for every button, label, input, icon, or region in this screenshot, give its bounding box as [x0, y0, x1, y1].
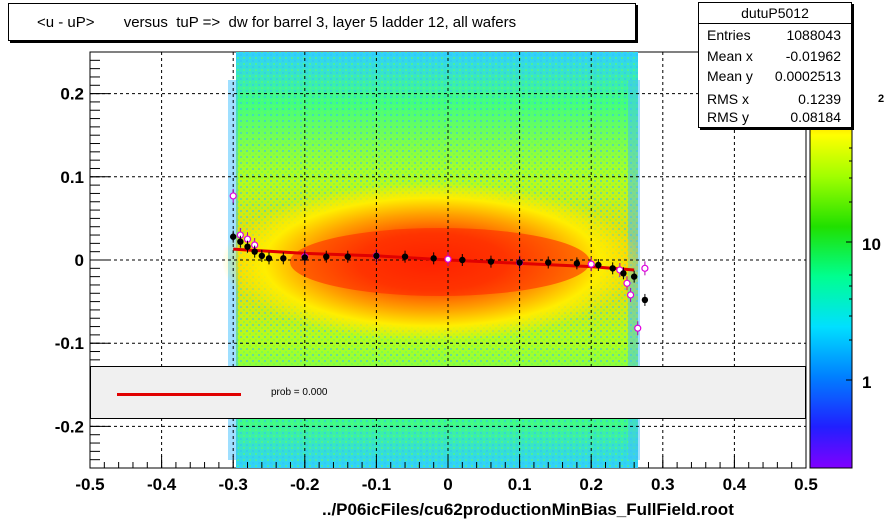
profile-point-black: [487, 258, 495, 265]
profile-point-black: [545, 259, 552, 266]
y-tick-label: 0: [75, 251, 84, 270]
profile-point-black: [630, 273, 638, 280]
profile-point-black: [459, 256, 466, 264]
x-axis: -0.5 -0.4 -0.3 -0.2 -0.1 0 0.1 0.2 0.3 0.4 0.5: [75, 456, 818, 494]
profile-point-black: [373, 252, 380, 260]
y-tick-label: -0.2: [55, 417, 84, 436]
stats-label: Entries: [707, 27, 751, 43]
stats-value: 0.08184: [790, 109, 841, 125]
legend-fit-label: prob = 0.000: [271, 387, 328, 398]
x-tick-label: 0.5: [794, 475, 818, 494]
profile-point-black: [516, 259, 523, 266]
profile-point-black: [573, 260, 581, 267]
profile-point-black: [301, 254, 308, 261]
colorbar-label-1: 1: [862, 373, 871, 392]
stats-box: dutuP5012 Entries 1088043 Mean x -0.0196…: [698, 2, 852, 128]
stats-value: -0.01962: [785, 48, 841, 64]
x-tick-label: -0.2: [290, 475, 319, 494]
x-tick-label: 0.2: [579, 475, 603, 494]
x-tick-label: -0.4: [147, 475, 177, 494]
legend-fit-swatch: [117, 393, 241, 396]
y-tick-label: 0.1: [60, 168, 84, 187]
profile-point-black: [344, 253, 351, 260]
profile-point-black: [265, 255, 273, 262]
stats-row-rms-x: RMS x 0.1239: [707, 91, 845, 111]
x-tick-label: 0.3: [651, 475, 675, 494]
profile-point-magenta: [626, 291, 635, 299]
profile-point-magenta: [229, 192, 237, 200]
x-tick-label: -0.3: [219, 475, 248, 494]
stats-label: Mean x: [707, 48, 753, 64]
x-tick-label: 0.1: [508, 475, 532, 494]
profile-point-black: [609, 265, 616, 272]
profile-point-black: [641, 296, 649, 304]
stats-row-rms-y: RMS y 0.08184: [707, 109, 845, 129]
stats-row-entries: Entries 1088043: [707, 27, 845, 47]
profile-point-black: [280, 255, 287, 262]
stats-value: 0.0002513: [774, 68, 841, 84]
profile-point-black: [430, 255, 437, 262]
profile-point-black: [595, 261, 602, 269]
x-tick-label: 0.4: [723, 475, 747, 494]
profile-point-black: [323, 253, 330, 260]
colorbar-label-exponent: 2: [878, 93, 884, 105]
x-tick-label: -0.5: [75, 475, 104, 494]
stats-label: RMS y: [707, 109, 749, 125]
profile-point-magenta: [444, 255, 452, 263]
chart-title: <u - uP> versus tuP => dw for barrel 3, …: [37, 14, 517, 31]
profile-point-magenta: [623, 279, 631, 287]
y-tick-label: -0.1: [55, 334, 84, 353]
stats-name: dutuP5012: [699, 3, 851, 24]
stats-value: 0.1239: [798, 91, 841, 107]
x-axis-title: ../P06icFiles/cu62productionMinBias_Full…: [322, 500, 734, 519]
profile-point-black: [401, 253, 409, 260]
profile-point-magenta: [641, 264, 649, 272]
grid-lines: [90, 52, 806, 468]
x-tick-label: -0.1: [362, 475, 391, 494]
stats-label: RMS x: [707, 91, 749, 107]
colorbar-label-10: 10: [862, 235, 881, 254]
y-tick-label: 0.2: [60, 85, 84, 104]
profile-point-black: [237, 238, 244, 245]
profile-point-black: [251, 248, 258, 255]
stats-row-mean-y: Mean y 0.0002513: [707, 68, 845, 88]
profile-point-black: [230, 233, 237, 240]
x-tick-label: 0: [443, 475, 452, 494]
profile-point-black: [620, 270, 627, 277]
chart-title-box: <u - uP> versus tuP => dw for barrel 3, …: [8, 3, 636, 41]
profile-point-black: [258, 252, 266, 260]
stats-label: Mean y: [707, 68, 753, 84]
profile-point-black: [244, 243, 251, 250]
fit-legend: prob = 0.000: [90, 366, 806, 419]
y-axis: -0.2 -0.1 0 0.1 0.2: [55, 51, 110, 469]
profile-point-magenta: [587, 260, 595, 268]
stats-row-mean-x: Mean x -0.01962: [707, 48, 845, 68]
profile-point-magenta: [634, 324, 642, 332]
stats-value: 1088043: [786, 27, 841, 43]
profile-points-black: [230, 230, 649, 306]
